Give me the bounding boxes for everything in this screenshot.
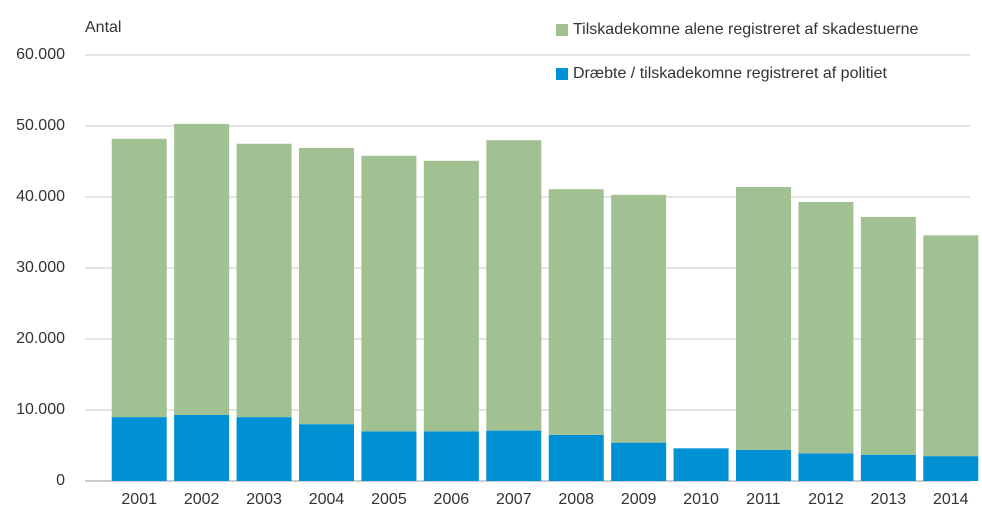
bar-segment: [548, 189, 604, 435]
bar-segment: [611, 194, 667, 443]
legend-label: Tilskadekomne alene registreret af skade…: [573, 21, 918, 38]
bar-segment: [361, 155, 417, 432]
x-tick-label: 2009: [621, 491, 657, 508]
legend-swatch: [556, 24, 568, 36]
x-tick-label: 2004: [309, 491, 345, 508]
y-tick-label: 10.000: [16, 401, 65, 418]
x-tick-label: 2001: [121, 491, 157, 508]
bar-segment: [860, 216, 916, 455]
bar-segment: [111, 138, 167, 418]
bar-segment: [174, 414, 230, 481]
y-tick-label: 20.000: [16, 330, 65, 347]
x-tick-label: 2006: [434, 491, 470, 508]
x-tick-label: 2007: [496, 491, 532, 508]
legend-label: Dræbte / tilskadekomne registreret af po…: [573, 65, 887, 82]
y-tick-label: 60.000: [16, 46, 65, 63]
bar-segment: [423, 160, 479, 432]
bar-segment: [486, 430, 542, 481]
bar-segment: [673, 448, 729, 481]
x-tick-label: 2005: [371, 491, 407, 508]
bar-segment: [174, 123, 230, 415]
x-tick-label: 2014: [933, 491, 969, 508]
legend-swatch: [556, 68, 568, 80]
bar-segment: [736, 187, 791, 450]
bar-segment: [611, 442, 667, 481]
bar-segment: [923, 235, 979, 457]
bar-segment: [798, 453, 854, 481]
bar-segment: [548, 434, 604, 481]
x-tick-label: 2012: [808, 491, 844, 508]
x-tick-label: 2002: [184, 491, 220, 508]
bar-segment: [236, 417, 292, 481]
y-tick-label: 30.000: [16, 259, 65, 276]
bar-segment: [486, 140, 542, 431]
bar-segment: [111, 417, 167, 481]
y-tick-label: 0: [56, 472, 65, 489]
x-tick-label: 2011: [746, 491, 781, 508]
bar-segment: [299, 148, 354, 425]
bar-segment: [860, 454, 916, 481]
x-tick-label: 2010: [683, 491, 719, 508]
x-tick-label: 2003: [246, 491, 282, 508]
x-tick-label: 2013: [871, 491, 907, 508]
bar-segment: [923, 456, 979, 481]
bar-segment: [736, 449, 791, 481]
bar-segment: [798, 201, 854, 454]
bar-segment: [299, 424, 354, 481]
bar-segment: [361, 431, 417, 481]
y-tick-label: 50.000: [16, 117, 65, 134]
bar-segment: [423, 431, 479, 481]
bar-segment: [236, 143, 292, 418]
x-tick-label: 2008: [558, 491, 594, 508]
y-tick-label: 40.000: [16, 188, 65, 205]
y-axis-label: Antal: [85, 19, 121, 36]
